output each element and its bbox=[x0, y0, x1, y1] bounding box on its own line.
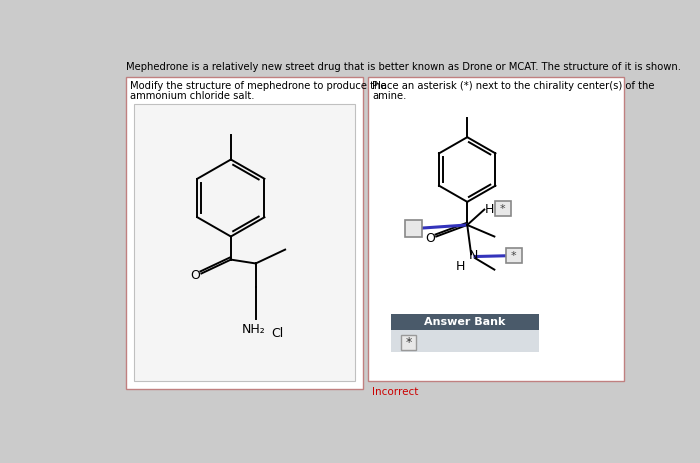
FancyBboxPatch shape bbox=[134, 104, 355, 381]
Text: Cl: Cl bbox=[272, 326, 284, 339]
Text: *: * bbox=[511, 251, 517, 261]
Text: *: * bbox=[405, 336, 412, 349]
Text: N: N bbox=[469, 249, 478, 262]
Text: O: O bbox=[425, 232, 435, 244]
FancyBboxPatch shape bbox=[126, 77, 363, 389]
Text: Incorrect: Incorrect bbox=[372, 388, 419, 397]
Text: Answer Bank: Answer Bank bbox=[424, 317, 505, 327]
Text: amine.: amine. bbox=[372, 91, 406, 101]
Text: O: O bbox=[190, 269, 200, 282]
Text: Place an asterisk (*) next to the chirality center(s) of the: Place an asterisk (*) next to the chiral… bbox=[372, 81, 654, 91]
Text: Modify the structure of mephedrone to produce the: Modify the structure of mephedrone to pr… bbox=[130, 81, 386, 91]
FancyBboxPatch shape bbox=[400, 335, 416, 350]
Text: Mephedrone is a relatively new street drug that is better known as Drone or MCAT: Mephedrone is a relatively new street dr… bbox=[126, 62, 681, 72]
FancyBboxPatch shape bbox=[368, 77, 624, 381]
FancyBboxPatch shape bbox=[391, 313, 538, 331]
Text: NH₂: NH₂ bbox=[241, 323, 265, 336]
FancyBboxPatch shape bbox=[506, 248, 522, 263]
FancyBboxPatch shape bbox=[495, 201, 511, 217]
FancyBboxPatch shape bbox=[405, 219, 422, 237]
Text: H: H bbox=[484, 203, 494, 216]
Text: ammonium chloride salt.: ammonium chloride salt. bbox=[130, 91, 255, 101]
Text: *: * bbox=[500, 204, 505, 214]
Text: H: H bbox=[456, 260, 465, 273]
FancyBboxPatch shape bbox=[391, 313, 538, 352]
